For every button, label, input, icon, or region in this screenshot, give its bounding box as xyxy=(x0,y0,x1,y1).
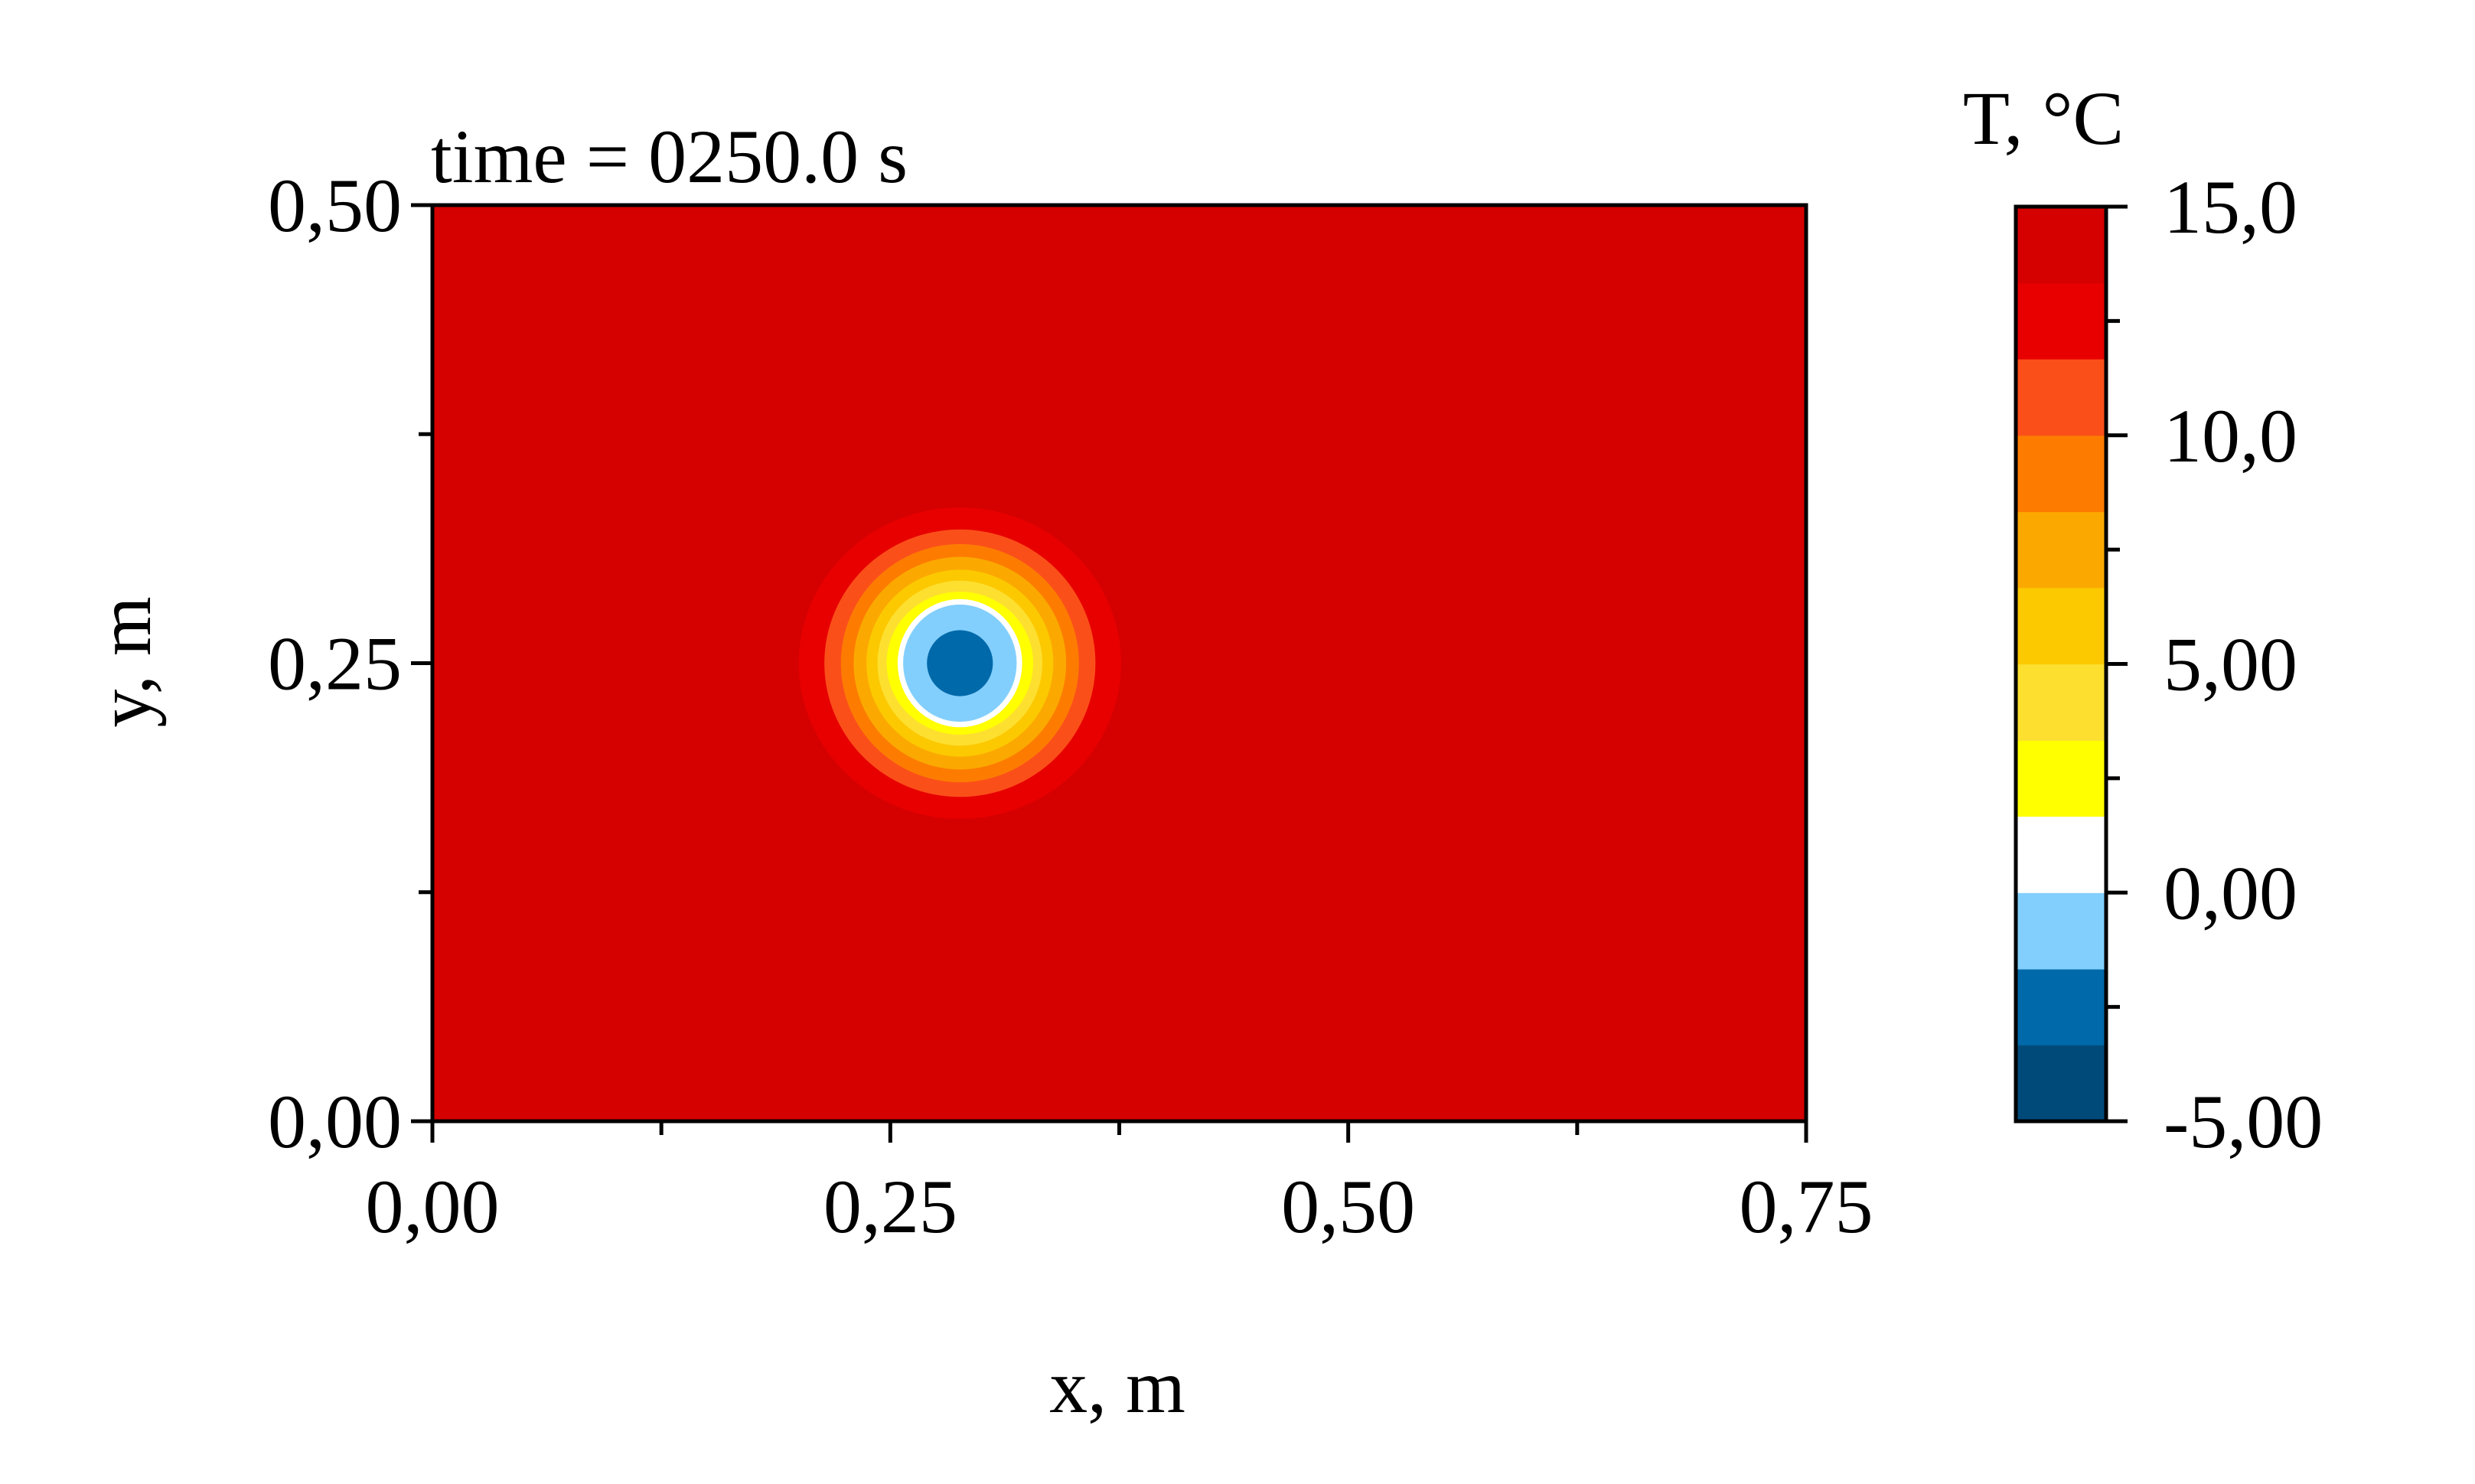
axes: 0,00 0,25 0,50 0,75 0,00 0,25 0,50 xyxy=(268,163,1873,1249)
colorbar-band-7 xyxy=(2016,511,2106,589)
colorbar-tick-label-3: 10,0 xyxy=(2164,393,2297,478)
colorbar-tick-label-0: -5,00 xyxy=(2164,1079,2323,1164)
colorbar-band-10 xyxy=(2016,282,2106,360)
colorbar-band-8 xyxy=(2016,435,2106,513)
colorbar-band-0 xyxy=(2016,1045,2106,1122)
colorbar-tick-label-1: 0,00 xyxy=(2164,850,2297,935)
colorbar-tick-label-2: 5,00 xyxy=(2164,622,2297,707)
colorbar-band-2 xyxy=(2016,892,2106,970)
colorbar-band-6 xyxy=(2016,587,2106,665)
x-axis-label: x, m xyxy=(1049,1344,1185,1429)
colorbar-band-4 xyxy=(2016,740,2106,817)
x-tick-label-0: 0,00 xyxy=(366,1164,500,1249)
y-axis-label: y, m xyxy=(82,596,167,727)
cold-spot xyxy=(798,507,1121,819)
plot-area xyxy=(432,205,1806,1121)
y-tick-label-0: 0,00 xyxy=(268,1079,402,1164)
colorbar-title: T, °C xyxy=(1963,76,2124,161)
x-tick-label-3: 0,75 xyxy=(1740,1164,1873,1249)
colorbar-band-5 xyxy=(2016,664,2106,741)
x-tick-label-2: 0,50 xyxy=(1281,1164,1415,1249)
colorbar-band-11 xyxy=(2016,207,2106,284)
colorbar-tick-label-4: 15,0 xyxy=(2164,165,2297,250)
y-tick-label-1: 0,25 xyxy=(268,621,402,706)
colorbar-band-1 xyxy=(2016,969,2106,1045)
colorbar: -5,00 0,00 5,00 10,0 15,0 xyxy=(2014,165,2323,1164)
chart-title: time = 0250.0 s xyxy=(431,114,908,199)
y-tick-label-2: 0,50 xyxy=(268,163,402,248)
colorbar-band-9 xyxy=(2016,358,2106,436)
contour-band-9 xyxy=(927,630,993,696)
colorbar-band-3 xyxy=(2016,816,2106,893)
x-tick-label-1: 0,25 xyxy=(823,1164,957,1249)
